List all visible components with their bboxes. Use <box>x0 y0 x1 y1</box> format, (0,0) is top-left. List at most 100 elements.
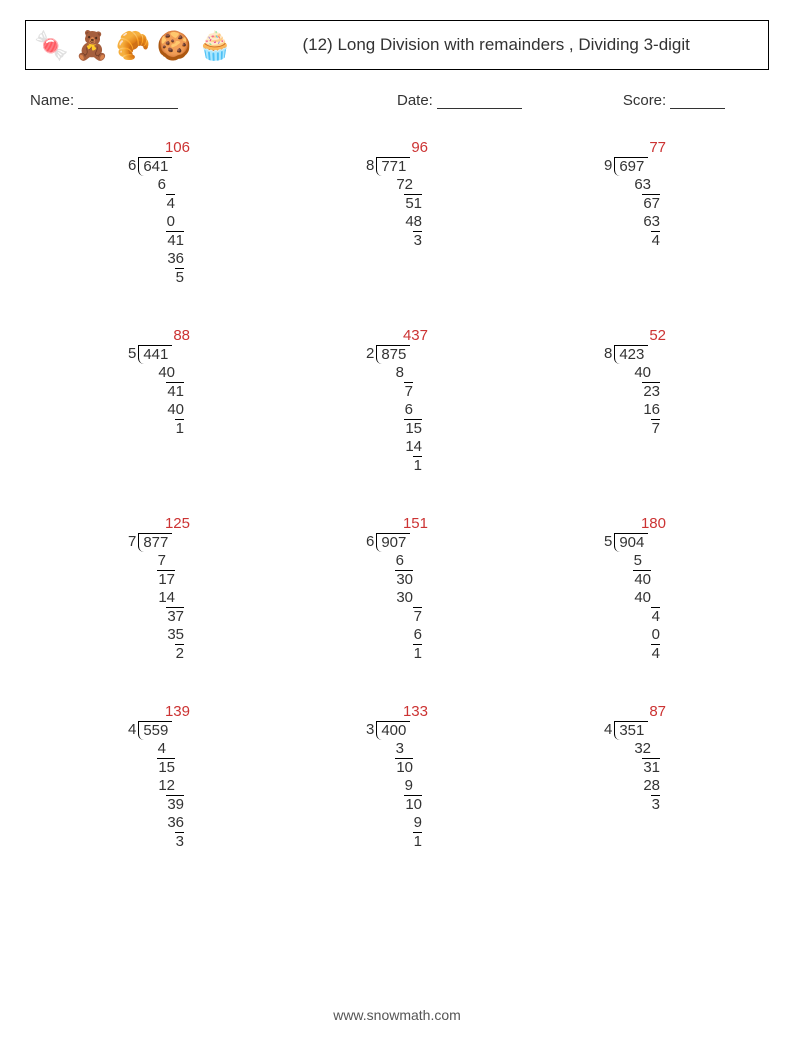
step-row: 17 <box>157 570 184 589</box>
step-subtrahend: 36 <box>166 250 184 268</box>
divisor: 2 <box>366 345 376 363</box>
work-steps: 63030761 <box>377 552 428 663</box>
step-result: 1 <box>413 456 422 475</box>
score-blank[interactable] <box>670 94 725 109</box>
step-row: 1 <box>395 644 422 663</box>
long-division: 13945594151239363 <box>128 703 190 851</box>
dividend: 400 <box>376 721 410 740</box>
division-line: 9697 <box>604 157 666 176</box>
work-steps: 64041365 <box>139 176 190 287</box>
step-result: 3 <box>651 795 660 814</box>
name-blank[interactable] <box>78 94 178 109</box>
step-row: 31 <box>633 758 660 777</box>
header-box: 🍬 🧸 🥐 🍪 🧁 (12) Long Division with remain… <box>25 20 769 70</box>
step-result: 41 <box>166 382 184 401</box>
step-subtrahend: 12 <box>157 777 175 795</box>
work-steps: 87615141 <box>377 364 428 475</box>
worksheet-title: (12) Long Division with remainders , Div… <box>232 35 760 55</box>
step-result: 37 <box>166 607 184 626</box>
step-row: 4 <box>633 231 660 250</box>
step-row: 2 <box>157 644 184 663</box>
step-result: 15 <box>404 419 422 438</box>
step-row: 16 <box>633 401 660 419</box>
step-row: 7 <box>157 552 184 570</box>
divisor: 8 <box>366 157 376 175</box>
dividend: 351 <box>614 721 648 740</box>
step-result: 3 <box>175 832 184 851</box>
division-problem: 437287587615141 <box>293 327 501 475</box>
step-row: 37 <box>157 607 184 626</box>
step-row: 28 <box>633 777 660 795</box>
step-result: 4 <box>651 607 660 626</box>
long-division: 5284234023167 <box>604 327 666 475</box>
step-subtrahend: 7 <box>157 552 166 570</box>
work-steps: 31091091 <box>377 740 428 851</box>
step-result: 51 <box>404 194 422 213</box>
candy-icon: 🍬 <box>34 29 69 62</box>
step-subtrahend: 5 <box>633 552 642 570</box>
long-division: 8854414041401 <box>128 327 190 475</box>
divisor: 5 <box>604 533 614 551</box>
divisor: 6 <box>128 157 138 175</box>
step-row: 6 <box>395 626 422 644</box>
division-line: 8771 <box>366 157 428 176</box>
step-result: 4 <box>651 231 660 250</box>
divisor: 4 <box>128 721 138 739</box>
step-result: 10 <box>404 795 422 814</box>
division-problem: 12578777171437352 <box>55 515 263 663</box>
step-result: 31 <box>642 758 660 777</box>
step-row: 40 <box>157 401 184 419</box>
quotient: 106 <box>139 139 190 157</box>
step-subtrahend: 0 <box>651 626 660 644</box>
step-row: 41 <box>157 231 184 250</box>
step-subtrahend: 3 <box>395 740 404 758</box>
header-icons: 🍬 🧸 🥐 🍪 🧁 <box>34 29 232 62</box>
step-row: 0 <box>157 213 184 231</box>
step-row: 10 <box>395 758 422 777</box>
step-row: 3 <box>157 832 184 851</box>
step-subtrahend: 9 <box>413 814 422 832</box>
step-row: 35 <box>157 626 184 644</box>
step-result: 2 <box>175 644 184 663</box>
step-subtrahend: 40 <box>633 364 651 382</box>
dividend: 771 <box>376 157 410 176</box>
division-problem: 151690763030761 <box>293 515 501 663</box>
step-row: 30 <box>395 570 422 589</box>
step-result: 15 <box>157 758 175 777</box>
quotient: 52 <box>615 327 666 345</box>
step-result: 7 <box>413 607 422 626</box>
score-label: Score: <box>623 92 666 109</box>
division-line: 3400 <box>366 721 428 740</box>
division-problem: 8854414041401 <box>55 327 263 475</box>
step-result: 30 <box>395 570 413 589</box>
step-row: 9 <box>395 814 422 832</box>
step-row: 63 <box>633 213 660 231</box>
step-row: 0 <box>633 626 660 644</box>
step-subtrahend: 8 <box>395 364 404 382</box>
step-result: 17 <box>157 570 175 589</box>
division-line: 2875 <box>366 345 428 364</box>
step-row: 1 <box>395 832 422 851</box>
score-field: Score: <box>623 92 764 109</box>
date-blank[interactable] <box>437 94 522 109</box>
step-row: 5 <box>157 268 184 287</box>
step-result: 41 <box>166 231 184 250</box>
step-row: 39 <box>157 795 184 814</box>
step-row: 14 <box>157 589 184 607</box>
long-division: 437287587615141 <box>366 327 428 475</box>
dividend: 641 <box>138 157 172 176</box>
step-subtrahend: 63 <box>633 176 651 194</box>
work-steps: 4041401 <box>139 364 190 438</box>
step-subtrahend: 36 <box>166 814 184 832</box>
step-subtrahend: 28 <box>642 777 660 795</box>
dividend: 904 <box>614 533 648 552</box>
step-row: 40 <box>633 570 660 589</box>
work-steps: 6367634 <box>615 176 666 250</box>
step-subtrahend: 6 <box>413 626 422 644</box>
quotient: 180 <box>615 515 666 533</box>
step-subtrahend: 40 <box>157 364 175 382</box>
step-subtrahend: 6 <box>404 401 413 419</box>
step-row: 6 <box>395 552 422 570</box>
step-result: 7 <box>651 419 660 438</box>
long-division: 133340031091091 <box>366 703 428 851</box>
